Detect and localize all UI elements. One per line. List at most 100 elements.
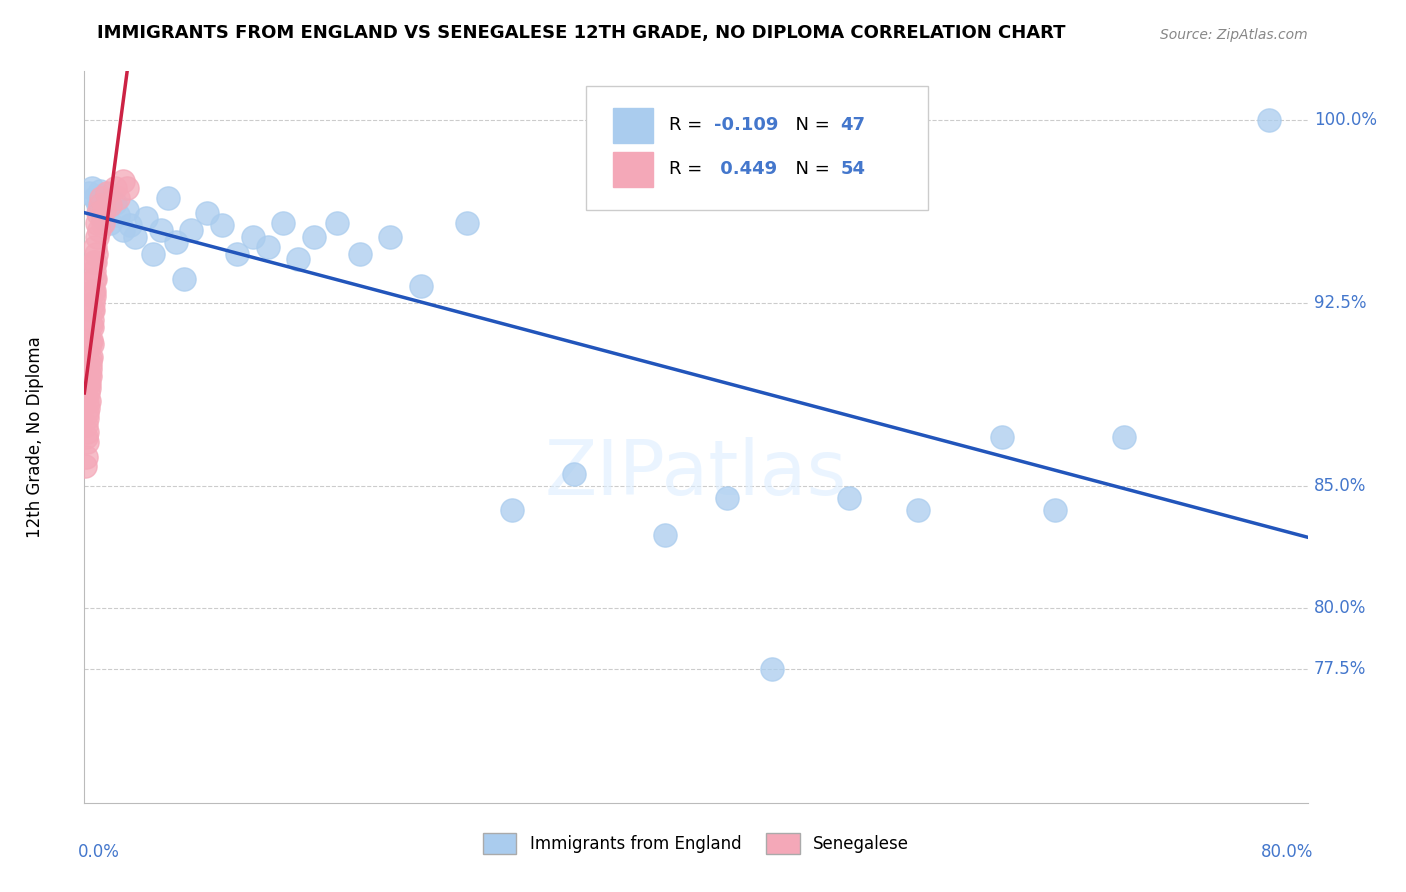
Point xyxy=(79,361,101,376)
Point xyxy=(75,430,97,444)
Point xyxy=(562,467,585,481)
Point xyxy=(77,367,100,381)
Point xyxy=(91,211,114,225)
Point xyxy=(82,313,104,327)
Point xyxy=(80,303,103,318)
Point xyxy=(77,186,100,201)
Point xyxy=(76,393,98,408)
Point xyxy=(654,527,676,541)
Text: ZIPatlas: ZIPatlas xyxy=(544,437,848,510)
Point xyxy=(107,208,129,222)
Text: 0.449: 0.449 xyxy=(714,161,778,178)
Point xyxy=(75,417,97,432)
Point xyxy=(86,215,108,229)
Point xyxy=(76,401,98,415)
Point xyxy=(83,254,105,268)
Point xyxy=(86,230,108,244)
Point xyxy=(83,288,105,302)
Point xyxy=(173,271,195,285)
Point xyxy=(257,240,280,254)
Point xyxy=(80,320,103,334)
Point xyxy=(716,491,738,505)
Point xyxy=(80,181,103,195)
Point xyxy=(761,662,783,676)
Point xyxy=(135,211,157,225)
Point xyxy=(195,206,218,220)
Text: R =: R = xyxy=(669,117,709,135)
Point xyxy=(211,218,233,232)
Point xyxy=(120,218,142,232)
Point xyxy=(93,194,115,208)
Point xyxy=(76,406,98,420)
Text: 85.0%: 85.0% xyxy=(1313,477,1367,495)
Point xyxy=(75,450,97,464)
Point xyxy=(89,198,111,212)
Text: 47: 47 xyxy=(841,117,865,135)
Point xyxy=(76,434,98,449)
Text: 100.0%: 100.0% xyxy=(1313,112,1376,129)
Point xyxy=(84,191,107,205)
Text: 80.0%: 80.0% xyxy=(1261,843,1313,861)
Point xyxy=(104,196,127,211)
Point xyxy=(907,503,929,517)
Point xyxy=(82,296,104,310)
FancyBboxPatch shape xyxy=(613,108,654,143)
Point xyxy=(98,198,121,212)
Point xyxy=(87,206,110,220)
Point xyxy=(502,503,524,517)
Point xyxy=(80,350,103,364)
Point xyxy=(287,252,309,266)
Point xyxy=(75,459,97,474)
Point xyxy=(107,191,129,205)
Text: IMMIGRANTS FROM ENGLAND VS SENEGALESE 12TH GRADE, NO DIPLOMA CORRELATION CHART: IMMIGRANTS FROM ENGLAND VS SENEGALESE 12… xyxy=(97,24,1066,42)
Point xyxy=(142,247,165,261)
Point xyxy=(96,186,118,201)
Point xyxy=(84,240,107,254)
Text: R =: R = xyxy=(669,161,709,178)
Point xyxy=(80,318,103,332)
Point xyxy=(89,184,111,198)
Point xyxy=(115,203,138,218)
Point xyxy=(77,393,100,408)
Point xyxy=(80,337,103,351)
Point xyxy=(84,254,107,268)
Point xyxy=(149,223,172,237)
Point xyxy=(83,284,105,298)
Point xyxy=(90,188,112,202)
Point xyxy=(77,381,100,395)
Point xyxy=(87,223,110,237)
Point xyxy=(93,203,115,218)
Point xyxy=(77,376,100,391)
Point xyxy=(82,303,104,318)
Point xyxy=(1258,113,1281,128)
Point xyxy=(115,181,138,195)
Text: 12th Grade, No Diploma: 12th Grade, No Diploma xyxy=(27,336,45,538)
Point xyxy=(380,230,402,244)
Point xyxy=(90,191,112,205)
Point xyxy=(838,491,860,505)
Point xyxy=(98,215,121,229)
Point xyxy=(83,271,105,285)
Text: 92.5%: 92.5% xyxy=(1313,294,1367,312)
Point xyxy=(124,230,146,244)
Point xyxy=(456,215,478,229)
Point xyxy=(80,333,103,347)
Text: 54: 54 xyxy=(841,161,865,178)
Point xyxy=(79,369,101,384)
Legend: Immigrants from England, Senegalese: Immigrants from England, Senegalese xyxy=(477,827,915,860)
Point xyxy=(157,191,180,205)
Point xyxy=(96,203,118,218)
Text: N =: N = xyxy=(785,161,835,178)
Point xyxy=(409,279,432,293)
Point xyxy=(79,352,101,367)
Point xyxy=(242,230,264,244)
Point xyxy=(76,425,98,440)
Text: N =: N = xyxy=(785,117,835,135)
Point xyxy=(104,181,127,195)
Point xyxy=(111,223,134,237)
Point xyxy=(82,284,104,298)
Point xyxy=(349,247,371,261)
Text: 80.0%: 80.0% xyxy=(1313,599,1367,616)
Point xyxy=(302,230,325,244)
FancyBboxPatch shape xyxy=(613,152,654,187)
